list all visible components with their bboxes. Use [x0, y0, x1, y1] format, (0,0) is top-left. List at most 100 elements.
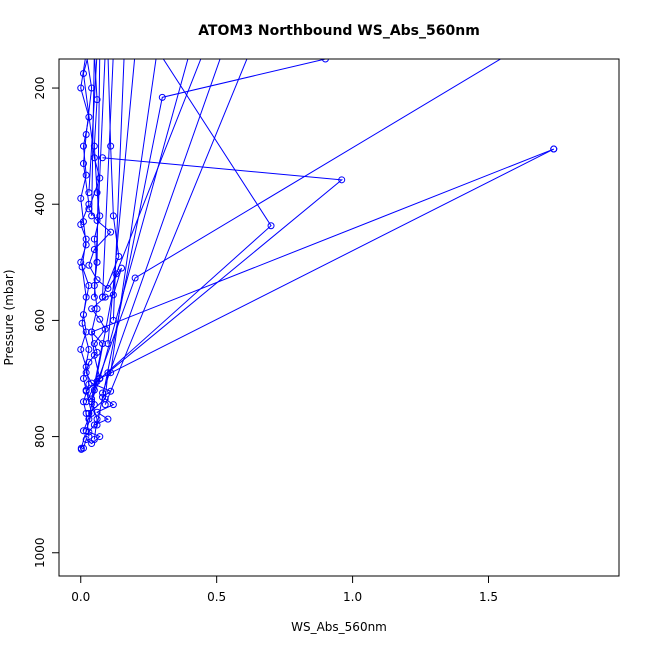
series-line — [102, 59, 221, 394]
data-point — [78, 263, 86, 271]
y-tick-label: 400 — [33, 193, 47, 216]
data-point — [77, 258, 85, 266]
x-axis: 0.0 0.5 1.0 1.5 — [71, 575, 498, 604]
y-tick-label: 1000 — [33, 537, 47, 568]
series-line — [80, 59, 90, 437]
series-7 — [90, 59, 502, 394]
data-point — [82, 363, 90, 371]
data-point — [90, 235, 98, 243]
series-line — [112, 59, 125, 321]
data-point — [90, 351, 98, 359]
data-point — [79, 444, 87, 452]
series-line — [104, 59, 248, 405]
series-line — [88, 157, 343, 414]
series-11 — [101, 59, 248, 409]
series-23 — [88, 59, 104, 443]
data-point — [85, 282, 93, 290]
series-22 — [77, 59, 93, 441]
data-point — [101, 293, 109, 301]
data-point — [90, 293, 98, 301]
data-point — [85, 113, 93, 121]
series-line — [107, 59, 136, 344]
data-point — [104, 340, 112, 348]
series-10 — [99, 59, 221, 397]
data-point — [112, 270, 120, 278]
data-point — [90, 282, 98, 290]
data-point — [104, 284, 112, 292]
data-point — [85, 380, 93, 388]
data-point — [96, 315, 104, 323]
series-1 — [77, 59, 126, 453]
data-point — [82, 171, 90, 179]
data-point — [79, 398, 87, 406]
data-point — [90, 435, 98, 443]
series-line — [99, 59, 189, 379]
series-15 — [99, 59, 114, 301]
series-line — [96, 59, 326, 426]
series-line — [83, 148, 554, 431]
data-point — [107, 369, 115, 377]
data-point — [93, 415, 101, 423]
series-line — [91, 59, 95, 216]
data-point — [77, 444, 85, 452]
data-point — [85, 415, 93, 423]
data-point — [88, 212, 96, 220]
series-line — [88, 59, 202, 420]
data-point — [99, 293, 106, 301]
data-point — [90, 340, 98, 348]
chart-title: ATOM3 Northbound WS_Abs_560nm — [198, 23, 480, 39]
series-21 — [99, 59, 123, 301]
series-line — [93, 59, 502, 391]
x-tick-label: 0.5 — [207, 590, 226, 604]
data-point — [99, 389, 106, 397]
data-point — [82, 241, 90, 249]
data-point — [77, 345, 85, 353]
data-point — [85, 189, 93, 197]
data-point — [550, 145, 558, 153]
data-point — [85, 345, 93, 353]
data-point — [115, 253, 123, 261]
data-point — [338, 176, 346, 184]
data-point — [90, 142, 98, 150]
series-line — [102, 59, 114, 298]
data-point — [88, 328, 96, 336]
data-point — [79, 427, 87, 435]
x-tick-label: 1.5 — [479, 590, 498, 604]
data-point — [104, 415, 112, 423]
data-point — [77, 194, 85, 202]
y-tick-label: 600 — [33, 309, 47, 332]
data-point — [82, 409, 90, 417]
data-point — [79, 142, 87, 150]
series-line — [110, 59, 157, 373]
series-14 — [104, 59, 136, 348]
data-point — [109, 401, 117, 409]
y-tick-label: 800 — [33, 425, 47, 448]
data-point — [93, 305, 101, 313]
data-point — [96, 374, 104, 382]
data-point — [101, 401, 109, 409]
data-point — [88, 305, 96, 313]
x-tick-label: 0.0 — [71, 590, 90, 604]
data-point — [321, 59, 329, 63]
data-point — [109, 212, 117, 220]
series-line — [102, 59, 120, 298]
data-point — [107, 142, 115, 150]
data-point — [99, 154, 106, 162]
plot-frame — [58, 58, 620, 577]
data-point — [107, 387, 115, 395]
data-point — [85, 261, 93, 269]
series-line — [91, 59, 101, 440]
series-line — [81, 59, 122, 450]
y-tick-label: 200 — [33, 77, 47, 100]
series-13 — [107, 59, 157, 377]
series-line — [80, 59, 93, 449]
data-point — [107, 228, 115, 236]
data-point — [88, 398, 96, 406]
data-point — [267, 222, 275, 230]
data-point — [96, 433, 104, 441]
y-axis-label: Pressure (mbar) — [2, 269, 16, 365]
series-16 — [109, 59, 125, 324]
series-layer — [77, 59, 558, 453]
